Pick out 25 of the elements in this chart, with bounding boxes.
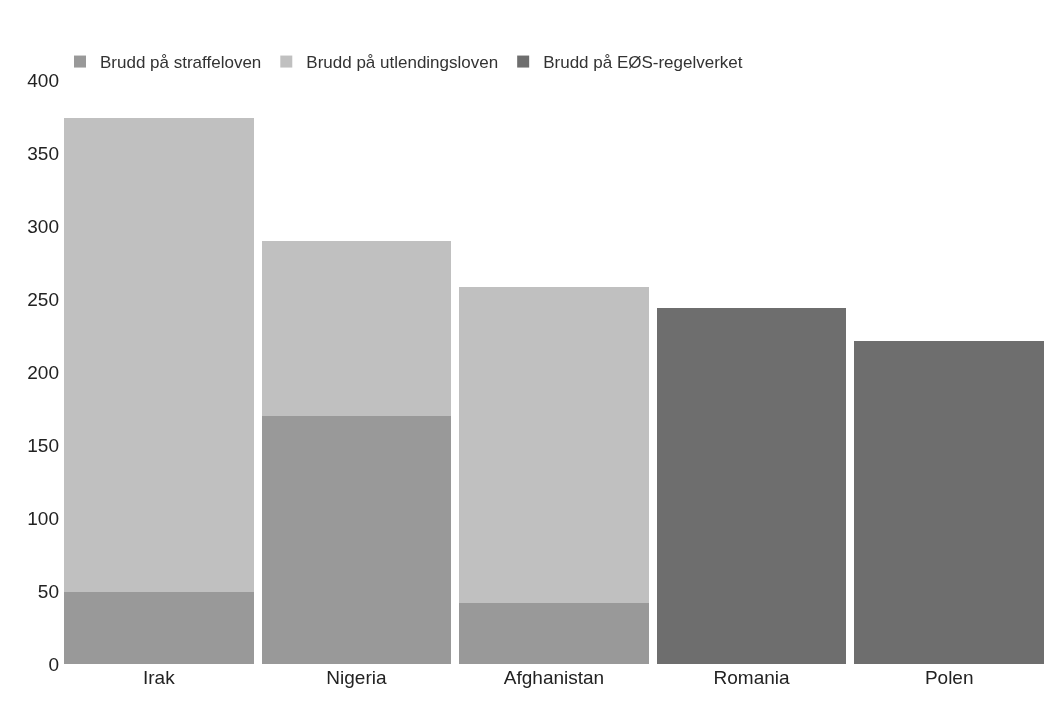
y-tick-label: 0 bbox=[48, 653, 59, 675]
bar bbox=[261, 240, 452, 416]
x-tick-label: Afghanistan bbox=[503, 667, 605, 688]
bar bbox=[854, 341, 1045, 664]
y-tick-label: 400 bbox=[27, 69, 59, 91]
y-tick-label: 50 bbox=[37, 580, 59, 602]
y-tick-label: 350 bbox=[27, 142, 59, 164]
y-tick-label: 200 bbox=[27, 361, 59, 383]
bar bbox=[63, 117, 254, 593]
bar bbox=[459, 602, 649, 664]
legend-label: Brudd på straffeloven bbox=[100, 53, 262, 73]
y-tick-label: 100 bbox=[27, 507, 59, 529]
x-tick-label: Romania bbox=[713, 667, 791, 688]
bar bbox=[459, 287, 649, 603]
x-tick-label: Polen bbox=[924, 667, 974, 688]
x-tick-label: Nigeria bbox=[326, 667, 387, 688]
legend-label: Brudd på utlendingsloven bbox=[306, 53, 499, 73]
y-tick-label: 250 bbox=[27, 288, 59, 310]
bar bbox=[261, 415, 452, 664]
bar bbox=[656, 307, 847, 664]
legend-label: Brudd på EØS-regelverket bbox=[543, 53, 743, 73]
y-tick-label: 300 bbox=[27, 215, 59, 237]
bar bbox=[63, 592, 254, 664]
y-tick-label: 150 bbox=[27, 434, 59, 456]
x-tick-label: Irak bbox=[142, 667, 176, 688]
